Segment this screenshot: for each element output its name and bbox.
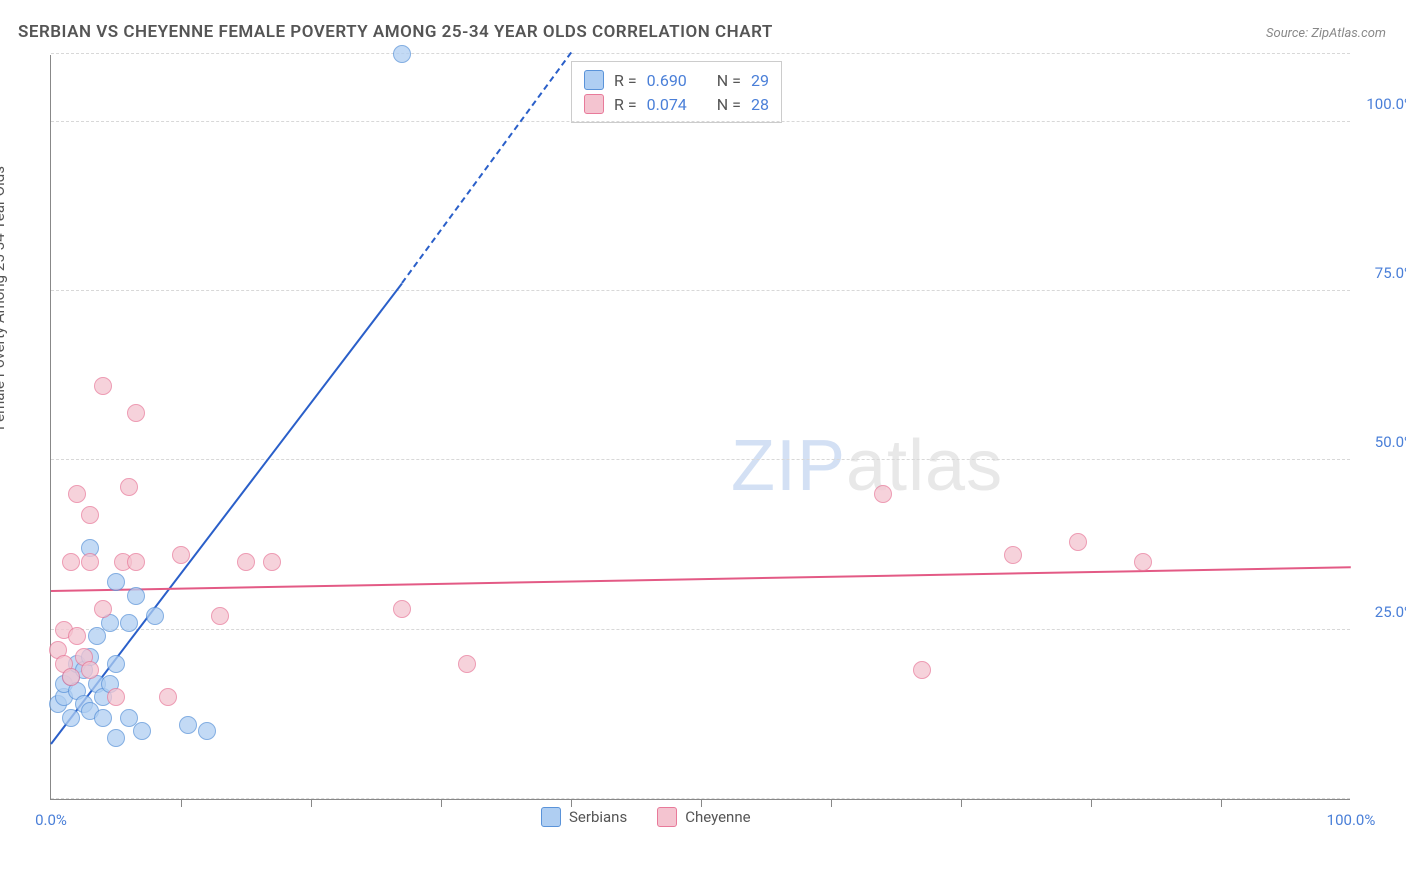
data-point: [458, 655, 476, 673]
x-tick: [441, 799, 442, 807]
x-tick: [1091, 799, 1092, 807]
data-point: [127, 404, 145, 422]
data-point: [107, 688, 125, 706]
data-point: [159, 688, 177, 706]
data-point: [127, 553, 145, 571]
gridline-h: [51, 290, 1350, 291]
data-point: [127, 587, 145, 605]
legend-label: Cheyenne: [685, 808, 750, 826]
data-point: [107, 573, 125, 591]
gridline-h: [51, 121, 1350, 122]
data-point: [120, 614, 138, 632]
x-tick: [1221, 799, 1222, 807]
x-tick: [571, 799, 572, 807]
data-point: [62, 553, 80, 571]
y-tick-label: 25.0%: [1375, 603, 1406, 621]
y-tick-label: 50.0%: [1375, 433, 1406, 451]
data-point: [172, 546, 190, 564]
x-tick: [961, 799, 962, 807]
y-tick-label: 75.0%: [1375, 264, 1406, 282]
legend-rn-row: R = 0.690 N = 29: [584, 68, 769, 92]
data-point: [81, 661, 99, 679]
x-tick-label: 0.0%: [35, 811, 67, 829]
data-point: [81, 506, 99, 524]
gridline-h: [51, 53, 1350, 54]
data-point: [94, 709, 112, 727]
y-axis-label: Female Poverty Among 25-34 Year Olds: [0, 166, 8, 430]
data-point: [107, 655, 125, 673]
r-label: R =: [614, 71, 637, 90]
data-point: [913, 661, 931, 679]
data-point: [94, 377, 112, 395]
gridline-h: [51, 459, 1350, 460]
legend-rn-row: R = 0.074 N = 28: [584, 92, 769, 116]
data-point: [120, 478, 138, 496]
data-point: [237, 553, 255, 571]
n-value: 29: [751, 71, 769, 90]
x-tick: [311, 799, 312, 807]
watermark-zip: ZIP: [731, 426, 846, 506]
data-point: [62, 668, 80, 686]
data-point: [211, 607, 229, 625]
data-point: [1004, 546, 1022, 564]
trend-line: [50, 283, 403, 745]
data-point: [81, 553, 99, 571]
watermark-atlas: atlas: [846, 426, 1003, 506]
legend-swatch: [657, 807, 677, 827]
legend-series: Serbians Cheyenne: [541, 807, 751, 827]
data-point: [1134, 553, 1152, 571]
n-label: N =: [717, 95, 741, 114]
legend-swatch: [541, 807, 561, 827]
legend-item: Cheyenne: [657, 807, 750, 827]
r-label: R =: [614, 95, 637, 114]
data-point: [133, 722, 151, 740]
data-point: [179, 716, 197, 734]
data-point: [198, 722, 216, 740]
data-point: [107, 729, 125, 747]
r-value: 0.074: [647, 95, 687, 114]
legend-swatch: [584, 70, 604, 90]
data-point: [88, 627, 106, 645]
n-label: N =: [717, 71, 741, 90]
data-point: [263, 553, 281, 571]
chart-title: SERBIAN VS CHEYENNE FEMALE POVERTY AMONG…: [18, 22, 773, 42]
trend-line-dashed: [401, 52, 572, 283]
plot-area: ZIPatlas R =0.690N =29R =0.074N =28 Serb…: [50, 55, 1350, 800]
y-tick-label: 100.0%: [1366, 95, 1406, 113]
data-point: [94, 600, 112, 618]
gridline-h: [51, 629, 1350, 630]
x-tick-label: 100.0%: [1327, 811, 1376, 829]
legend-label: Serbians: [569, 808, 627, 826]
x-tick: [701, 799, 702, 807]
data-point: [68, 485, 86, 503]
data-point: [393, 45, 411, 63]
legend-swatch: [584, 94, 604, 114]
data-point: [874, 485, 892, 503]
watermark: ZIPatlas: [731, 425, 1003, 507]
data-point: [68, 627, 86, 645]
x-tick: [831, 799, 832, 807]
data-point: [62, 709, 80, 727]
source-label: Source: ZipAtlas.com: [1266, 26, 1386, 41]
legend-item: Serbians: [541, 807, 627, 827]
x-tick: [181, 799, 182, 807]
legend-correlation: R = 0.690 N = 29 R = 0.074 N = 28: [571, 61, 782, 123]
data-point: [146, 607, 164, 625]
r-value: 0.690: [647, 71, 687, 90]
n-value: 28: [751, 95, 769, 114]
data-point: [393, 600, 411, 618]
data-point: [1069, 533, 1087, 551]
